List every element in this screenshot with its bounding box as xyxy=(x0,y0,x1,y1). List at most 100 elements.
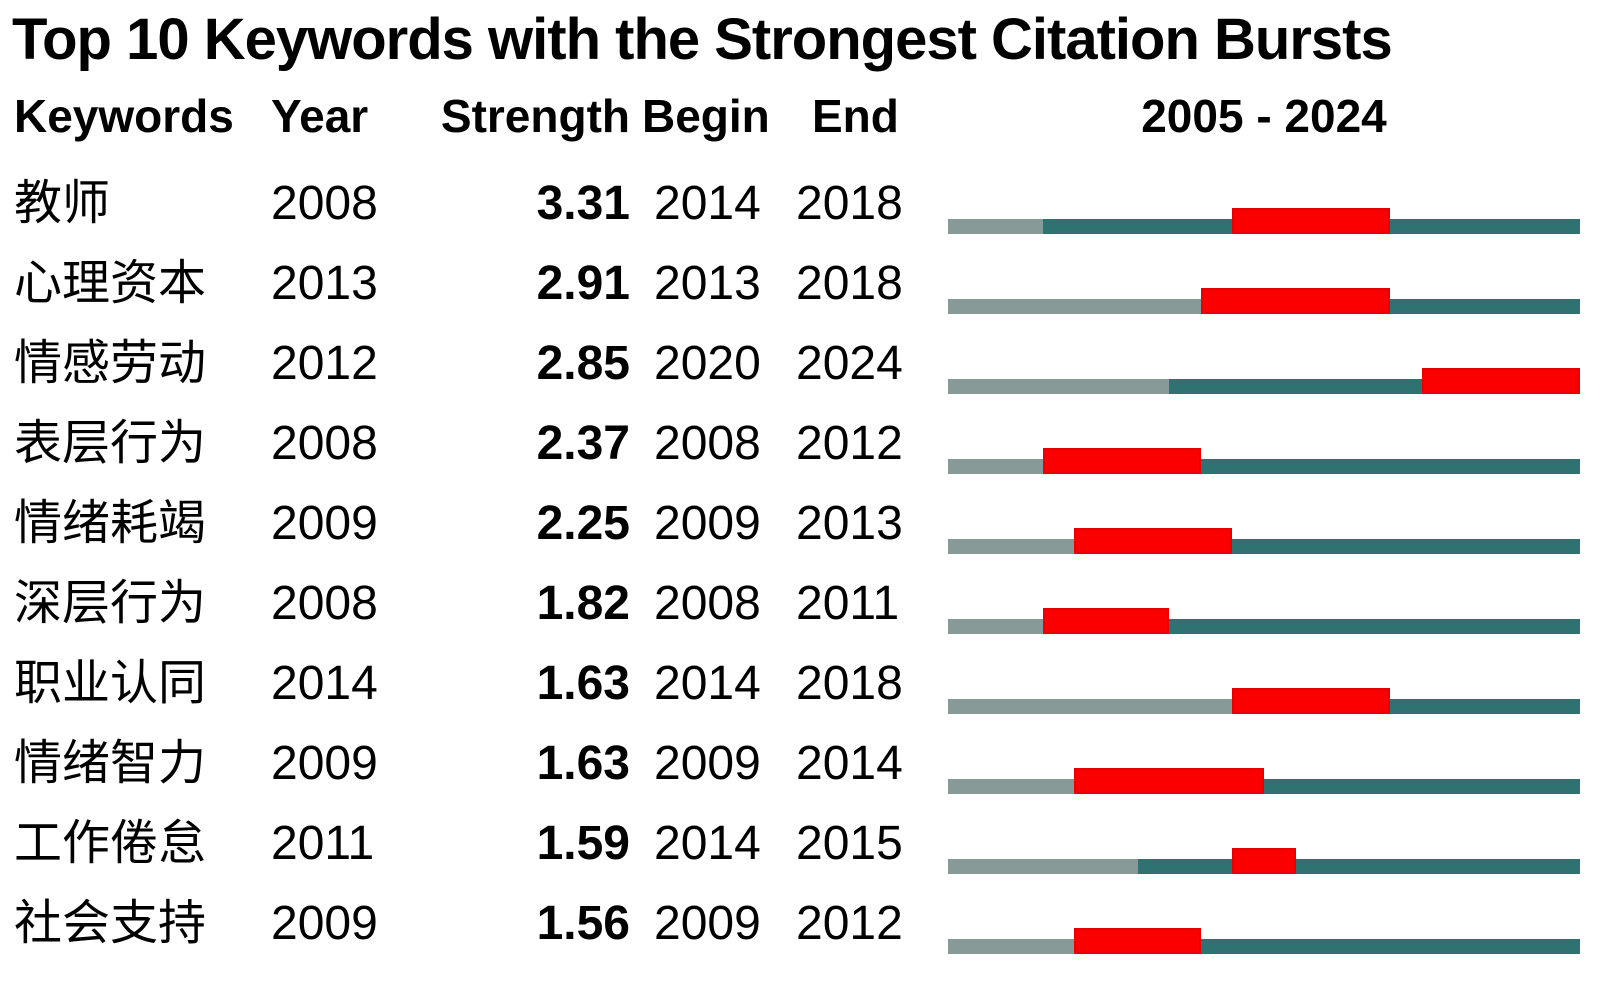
timeline-segment-pre-appearance xyxy=(948,219,1043,234)
year-cell: 2011 xyxy=(271,817,375,870)
year-cell: 2008 xyxy=(271,577,378,630)
timeline-track xyxy=(948,848,1580,874)
timeline-segment-burst xyxy=(1042,448,1201,474)
timeline-segment-burst xyxy=(1074,928,1201,954)
strength-cell: 2.37 xyxy=(536,417,630,470)
timeline-segment-burst xyxy=(1042,608,1170,634)
timeline-segment-active-tail xyxy=(1390,699,1580,714)
header-row: Keywords Year Strength Begin End 2005 - … xyxy=(0,80,1600,152)
timeline-cell xyxy=(934,884,1580,964)
page-title: Top 10 Keywords with the Strongest Citat… xyxy=(12,7,1393,72)
timeline-segment-pre-appearance xyxy=(948,299,1201,314)
strength-cell: 1.63 xyxy=(536,737,630,790)
begin-cell: 2009 xyxy=(654,497,761,550)
timeline-cell xyxy=(934,164,1580,244)
end-cell: 2015 xyxy=(796,817,903,870)
strength-cell: 1.59 xyxy=(536,817,630,870)
strength-cell: 1.82 xyxy=(536,577,630,630)
col-header-strength: Strength xyxy=(440,90,630,142)
keyword-cell: 情绪智力 xyxy=(14,737,207,790)
timeline-segment-pre-appearance xyxy=(948,939,1075,954)
timeline-segment-burst xyxy=(1200,288,1391,314)
col-header-year: Year xyxy=(271,90,369,142)
keyword-cell: 表层行为 xyxy=(14,417,207,470)
year-cell: 2013 xyxy=(271,257,378,310)
timeline-segment-pre-appearance xyxy=(948,459,1043,474)
begin-cell: 2020 xyxy=(654,337,761,390)
timeline-segment-burst xyxy=(1074,768,1264,794)
begin-cell: 2008 xyxy=(654,417,761,470)
year-cell: 2008 xyxy=(271,177,378,230)
timeline-segment-burst xyxy=(1232,848,1296,874)
col-header-end: End xyxy=(812,90,899,142)
strength-cell: 1.56 xyxy=(536,897,630,950)
timeline-segment-active-tail xyxy=(1263,779,1580,794)
timeline-segment-active-tail xyxy=(1295,859,1580,874)
keyword-cell: 工作倦怠 xyxy=(14,817,207,870)
end-cell: 2018 xyxy=(796,177,903,230)
timeline-cell xyxy=(934,244,1580,324)
timeline-segment-pre-appearance xyxy=(948,699,1233,714)
keyword-cell: 社会支持 xyxy=(14,897,207,950)
timeline-segment-active-tail xyxy=(1200,459,1580,474)
keyword-cell: 情绪耗竭 xyxy=(14,497,207,550)
begin-cell: 2009 xyxy=(654,737,761,790)
year-cell: 2009 xyxy=(271,497,378,550)
timeline-cell xyxy=(934,724,1580,804)
end-cell: 2018 xyxy=(796,257,903,310)
timeline-segment-pre-appearance xyxy=(948,379,1170,394)
keyword-cell: 职业认同 xyxy=(14,657,207,710)
strength-cell: 2.85 xyxy=(536,337,630,390)
year-cell: 2014 xyxy=(271,657,378,710)
strength-cell: 3.31 xyxy=(536,177,630,230)
timeline-segment-active-tail xyxy=(1169,619,1580,634)
timeline-segment-active xyxy=(1137,859,1233,874)
timeline-segment-burst xyxy=(1421,368,1580,394)
timeline-segment-pre-appearance xyxy=(948,539,1075,554)
begin-cell: 2008 xyxy=(654,577,761,630)
timeline-segment-active xyxy=(1042,219,1233,234)
end-cell: 2012 xyxy=(796,417,903,470)
end-cell: 2011 xyxy=(796,577,900,630)
begin-cell: 2014 xyxy=(654,657,761,710)
timeline-segment-burst xyxy=(1074,528,1233,554)
keyword-cell: 深层行为 xyxy=(14,577,207,630)
timeline-cell xyxy=(934,564,1580,644)
col-header-timeline-range: 2005 - 2024 xyxy=(1141,90,1387,142)
burst-row: 工作倦怠 2011 1.59 2014 2015 xyxy=(0,804,1600,884)
timeline-track xyxy=(948,768,1580,794)
timeline-track xyxy=(948,528,1580,554)
timeline-track xyxy=(948,688,1580,714)
burst-row: 表层行为 2008 2.37 2008 2012 xyxy=(0,404,1600,484)
burst-row: 深层行为 2008 1.82 2008 2011 xyxy=(0,564,1600,644)
keyword-cell: 情感劳动 xyxy=(14,337,207,390)
burst-row: 情绪智力 2009 1.63 2009 2014 xyxy=(0,724,1600,804)
timeline-track xyxy=(948,208,1580,234)
begin-cell: 2009 xyxy=(654,897,761,950)
timeline-segment-active-tail xyxy=(1232,539,1580,554)
strength-cell: 2.91 xyxy=(536,257,630,310)
burst-rows: 教师 2008 3.31 2014 2018 心理资本 2013 2.91 2013 2018 情感… xyxy=(0,164,1600,964)
end-cell: 2018 xyxy=(796,657,903,710)
timeline-cell xyxy=(934,484,1580,564)
begin-cell: 2013 xyxy=(654,257,761,310)
timeline-segment-active-tail xyxy=(1390,299,1580,314)
timeline-track xyxy=(948,448,1580,474)
timeline-track xyxy=(948,368,1580,394)
burst-row: 社会支持 2009 1.56 2009 2012 xyxy=(0,884,1600,964)
col-header-begin: Begin xyxy=(642,90,770,142)
end-cell: 2013 xyxy=(796,497,903,550)
end-cell: 2024 xyxy=(796,337,903,390)
timeline-track xyxy=(948,928,1580,954)
timeline-track xyxy=(948,608,1580,634)
timeline-cell xyxy=(934,404,1580,484)
year-cell: 2009 xyxy=(271,897,378,950)
burst-row: 情绪耗竭 2009 2.25 2009 2013 xyxy=(0,484,1600,564)
timeline-cell xyxy=(934,644,1580,724)
strength-cell: 2.25 xyxy=(536,497,630,550)
timeline-segment-burst xyxy=(1232,208,1391,234)
col-header-keywords: Keywords xyxy=(14,90,234,142)
timeline-segment-active-tail xyxy=(1390,219,1580,234)
burst-row: 职业认同 2014 1.63 2014 2018 xyxy=(0,644,1600,724)
timeline-segment-pre-appearance xyxy=(948,859,1138,874)
